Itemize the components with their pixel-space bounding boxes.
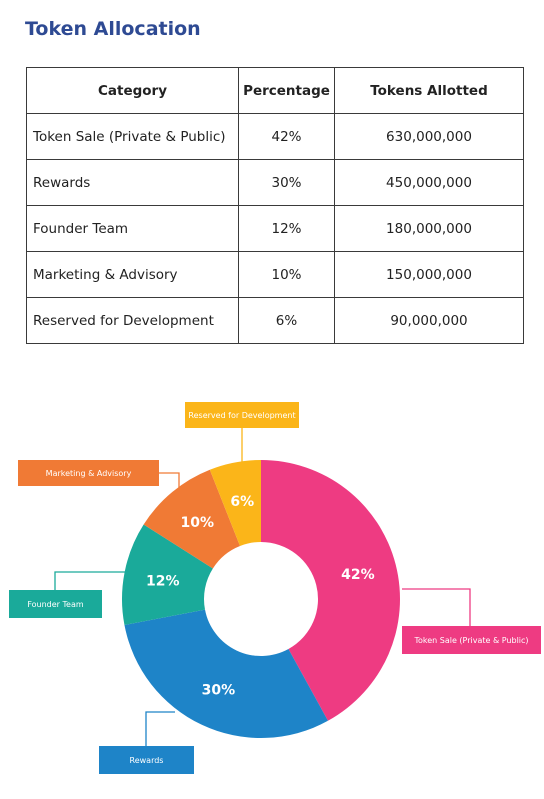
callout-label-founder-team: Founder Team bbox=[27, 600, 84, 609]
table-row: Token Sale (Private & Public) 42% 630,00… bbox=[26, 113, 524, 160]
donut-label-reserved-for-development: 6% bbox=[230, 494, 254, 510]
cell-category: Founder Team bbox=[26, 205, 239, 252]
table-row: Rewards 30% 450,000,000 bbox=[26, 159, 524, 206]
donut-label-token-sale-private-public: 42% bbox=[341, 567, 375, 583]
cell-tokens: 90,000,000 bbox=[334, 297, 524, 344]
callout-line-founder-team bbox=[54, 571, 127, 590]
cell-tokens: 180,000,000 bbox=[334, 205, 524, 252]
donut-label-rewards: 30% bbox=[202, 682, 236, 698]
page-title: Token Allocation bbox=[25, 18, 201, 40]
donut-slice-token-sale-private-public bbox=[261, 460, 401, 721]
donut-percent-labels: 42% 30% 12% 10% 6% bbox=[146, 494, 375, 699]
callout-label-token-sale-private-public: Token Sale (Private & Public) bbox=[413, 636, 528, 645]
header-category: Category bbox=[26, 67, 239, 114]
cell-tokens: 150,000,000 bbox=[334, 251, 524, 298]
callout-label-rewards: Rewards bbox=[130, 756, 164, 765]
callout-box-founder-team bbox=[9, 590, 102, 618]
donut-callouts: Token Sale (Private & Public) Rewards Foun… bbox=[9, 402, 541, 774]
callout-box-reserved-for-development bbox=[185, 402, 299, 428]
cell-percentage: 30% bbox=[238, 159, 335, 206]
cell-category: Reserved for Development bbox=[26, 297, 239, 344]
allocation-donut-chart: 42% 30% 12% 10% 6% Token Sale (Private & Pub… bbox=[9, 402, 541, 774]
donut-slice-founder-team bbox=[121, 524, 213, 626]
donut-slice-rewards bbox=[124, 609, 328, 738]
header-percentage: Percentage bbox=[238, 67, 335, 114]
cell-percentage: 42% bbox=[238, 113, 335, 160]
table-row: Founder Team 12% 180,000,000 bbox=[26, 205, 524, 252]
donut-slice-reserved-for-development bbox=[209, 460, 261, 547]
callout-box-rewards bbox=[99, 746, 194, 774]
callout-line-token-sale-private-public bbox=[402, 588, 471, 626]
cell-category: Marketing & Advisory bbox=[26, 251, 239, 298]
callout-line-rewards bbox=[145, 711, 175, 746]
callout-label-reserved-for-development: Reserved for Development bbox=[188, 411, 295, 420]
donut-slice-marketing-advisory bbox=[143, 469, 241, 569]
cell-percentage: 12% bbox=[238, 205, 335, 252]
cell-category: Rewards bbox=[26, 159, 239, 206]
cell-category: Token Sale (Private & Public) bbox=[26, 113, 239, 160]
callout-box-marketing-advisory bbox=[18, 460, 159, 486]
callout-label-marketing-advisory: Marketing & Advisory bbox=[46, 469, 132, 478]
cell-percentage: 10% bbox=[238, 251, 335, 298]
callout-line-marketing-advisory bbox=[159, 472, 180, 490]
donut-slices bbox=[121, 460, 401, 738]
callout-box-token-sale-private-public bbox=[402, 626, 541, 654]
donut-label-founder-team: 12% bbox=[146, 573, 180, 589]
cell-tokens: 630,000,000 bbox=[334, 113, 524, 160]
cell-percentage: 6% bbox=[238, 297, 335, 344]
header-tokens-allotted: Tokens Allotted bbox=[334, 67, 524, 114]
table-header-row: Category Percentage Tokens Allotted bbox=[26, 67, 524, 114]
cell-tokens: 450,000,000 bbox=[334, 159, 524, 206]
table-row: Reserved for Development 6% 90,000,000 bbox=[26, 297, 524, 344]
table-row: Marketing & Advisory 10% 150,000,000 bbox=[26, 251, 524, 298]
donut-label-marketing-advisory: 10% bbox=[180, 515, 214, 531]
allocation-table: Category Percentage Tokens Allotted Toke… bbox=[26, 67, 524, 344]
